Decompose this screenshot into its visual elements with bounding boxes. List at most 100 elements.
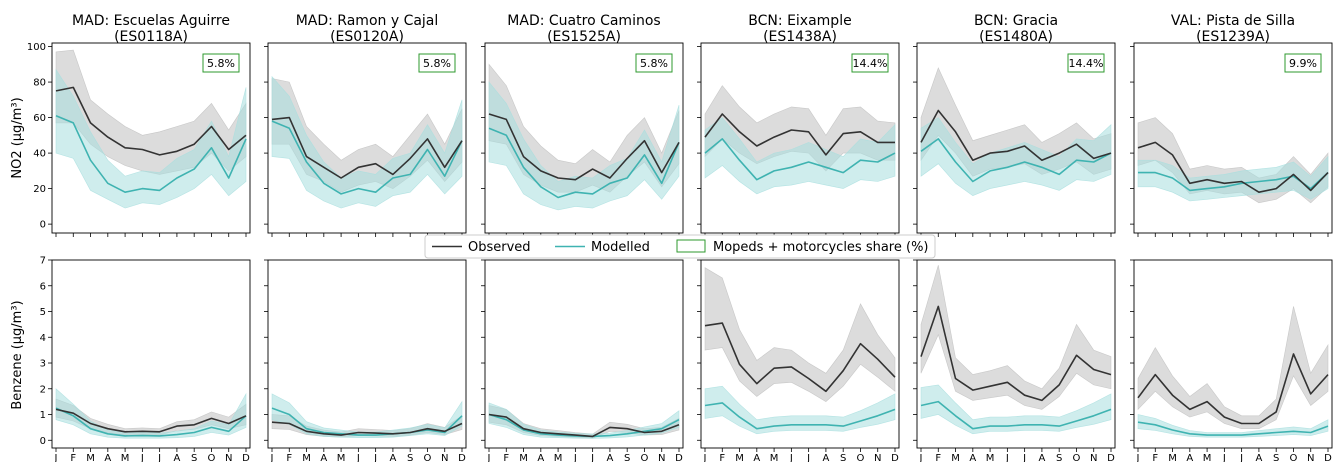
x-tick-label: M — [121, 453, 130, 462]
x-tick-label: M — [519, 453, 528, 462]
y-tick-label: 5 — [40, 307, 46, 318]
x-tick-label: J — [1239, 453, 1243, 462]
x-tick-label: D — [242, 453, 250, 462]
x-tick-label: J — [54, 453, 58, 462]
x-tick-label: N — [441, 453, 448, 462]
x-tick-label: D — [458, 453, 466, 462]
x-tick-label: N — [658, 453, 665, 462]
modelled-line — [55, 407, 247, 437]
x-tick-label: J — [356, 453, 360, 462]
share-label: 14.4% — [853, 57, 888, 70]
x-tick-label: D — [891, 453, 899, 462]
x-tick-label: N — [225, 453, 232, 462]
y-tick-label: 6 — [40, 281, 46, 292]
x-tick-label: S — [624, 453, 630, 462]
observed-line — [704, 322, 896, 393]
observed-line — [1137, 141, 1329, 193]
station-title: BCN: Eixample (ES1438A) — [748, 13, 851, 45]
axes-frame — [267, 42, 467, 234]
x-tick-label: O — [1073, 453, 1081, 462]
x-tick-label: O — [857, 453, 865, 462]
modelled-range-band — [55, 68, 247, 209]
x-tick-label: J — [1022, 453, 1026, 462]
x-tick-label: S — [191, 453, 197, 462]
share-box — [1284, 53, 1322, 73]
x-tick-label: J — [806, 453, 810, 462]
legend-observed-label: Observed — [468, 240, 531, 255]
x-tick-label: J — [487, 453, 491, 462]
x-tick-label: A — [104, 453, 111, 462]
observed-line — [488, 413, 680, 438]
modelled-range-band — [271, 75, 463, 209]
observed-line — [920, 305, 1112, 402]
y-tick-label: 3 — [40, 359, 46, 370]
modelled-line — [55, 115, 247, 193]
legend-share-label: Mopeds + motorcycles share (%) — [713, 240, 929, 255]
x-tick-label: S — [407, 453, 413, 462]
x-tick-label: M — [1203, 453, 1212, 462]
x-tick-label: N — [874, 453, 881, 462]
x-tick-label: M — [951, 453, 960, 462]
modelled-line — [271, 120, 463, 195]
station-title: MAD: Cuatro Caminos (ES1525A) — [507, 13, 660, 45]
modelled-line — [920, 400, 1112, 430]
observed-line — [1137, 353, 1329, 425]
observed-line — [271, 421, 463, 436]
share-box — [202, 53, 240, 73]
observed-line — [488, 113, 680, 181]
station-panel-5: VAL: Pista de Silla (ES1239A)9.9%J F M A M J J A… — [1130, 13, 1333, 462]
legend-share-swatch — [676, 239, 706, 253]
station-title: MAD: Escuelas Aguirre (ES0118A) — [72, 13, 230, 45]
x-tick-label: O — [424, 453, 432, 462]
share-label: 5.8% — [207, 57, 235, 70]
x-tick-label: J — [919, 453, 923, 462]
axes-frame — [700, 259, 900, 449]
x-tick-label: M — [554, 453, 563, 462]
x-tick-label: A — [1186, 453, 1193, 462]
share-label: 5.8% — [640, 57, 668, 70]
x-tick-label: D — [1324, 453, 1332, 462]
x-tick-label: F — [935, 453, 941, 462]
x-tick-label: J — [703, 453, 707, 462]
y-tick-label: 2 — [40, 384, 46, 395]
modelled-line — [920, 138, 1112, 183]
axes-frame — [916, 259, 1116, 449]
modelled-line — [1137, 421, 1329, 436]
share-box — [635, 53, 673, 73]
y-tick-label: 80 — [33, 78, 46, 89]
x-tick-label: J — [1005, 453, 1009, 462]
x-tick-label: A — [606, 453, 613, 462]
x-tick-label: J — [590, 453, 594, 462]
x-tick-label: A — [1255, 453, 1262, 462]
y-tick-label: 4 — [40, 333, 46, 344]
modelled-line — [488, 127, 680, 199]
x-tick-label: F — [70, 453, 76, 462]
modelled-range-band — [488, 81, 680, 211]
axes-frame — [916, 42, 1116, 234]
y-tick-label: 0 — [40, 436, 46, 447]
station-title: VAL: Pista de Silla (ES1239A) — [1171, 13, 1295, 45]
x-tick-label: A — [753, 453, 760, 462]
x-tick-label: J — [789, 453, 793, 462]
axes-frame — [484, 42, 684, 234]
share-label: 9.9% — [1289, 57, 1317, 70]
x-tick-label: J — [270, 453, 274, 462]
x-tick-label: D — [675, 453, 683, 462]
station-title: BCN: Gracia (ES1480A) — [974, 13, 1058, 45]
x-tick-label: S — [840, 453, 846, 462]
legend: Observed Modelled Mopeds + motorcycles sha… — [424, 234, 936, 259]
modelled-range-band — [271, 393, 463, 438]
observed-line — [55, 408, 247, 433]
x-tick-label: F — [286, 453, 292, 462]
observed-range-band — [704, 267, 896, 402]
station-panel-3: BCN: Eixample (ES1438A)14.4%J F M A M J J A S O N D — [697, 13, 900, 462]
observed-line — [55, 86, 247, 156]
x-tick-label: J — [140, 453, 144, 462]
y-tick-label: 7 — [40, 256, 46, 267]
axes-frame — [51, 259, 251, 449]
x-tick-label: M — [986, 453, 995, 462]
x-tick-label: J — [373, 453, 377, 462]
x-tick-label: N — [1307, 453, 1314, 462]
axes-frame — [484, 259, 684, 449]
